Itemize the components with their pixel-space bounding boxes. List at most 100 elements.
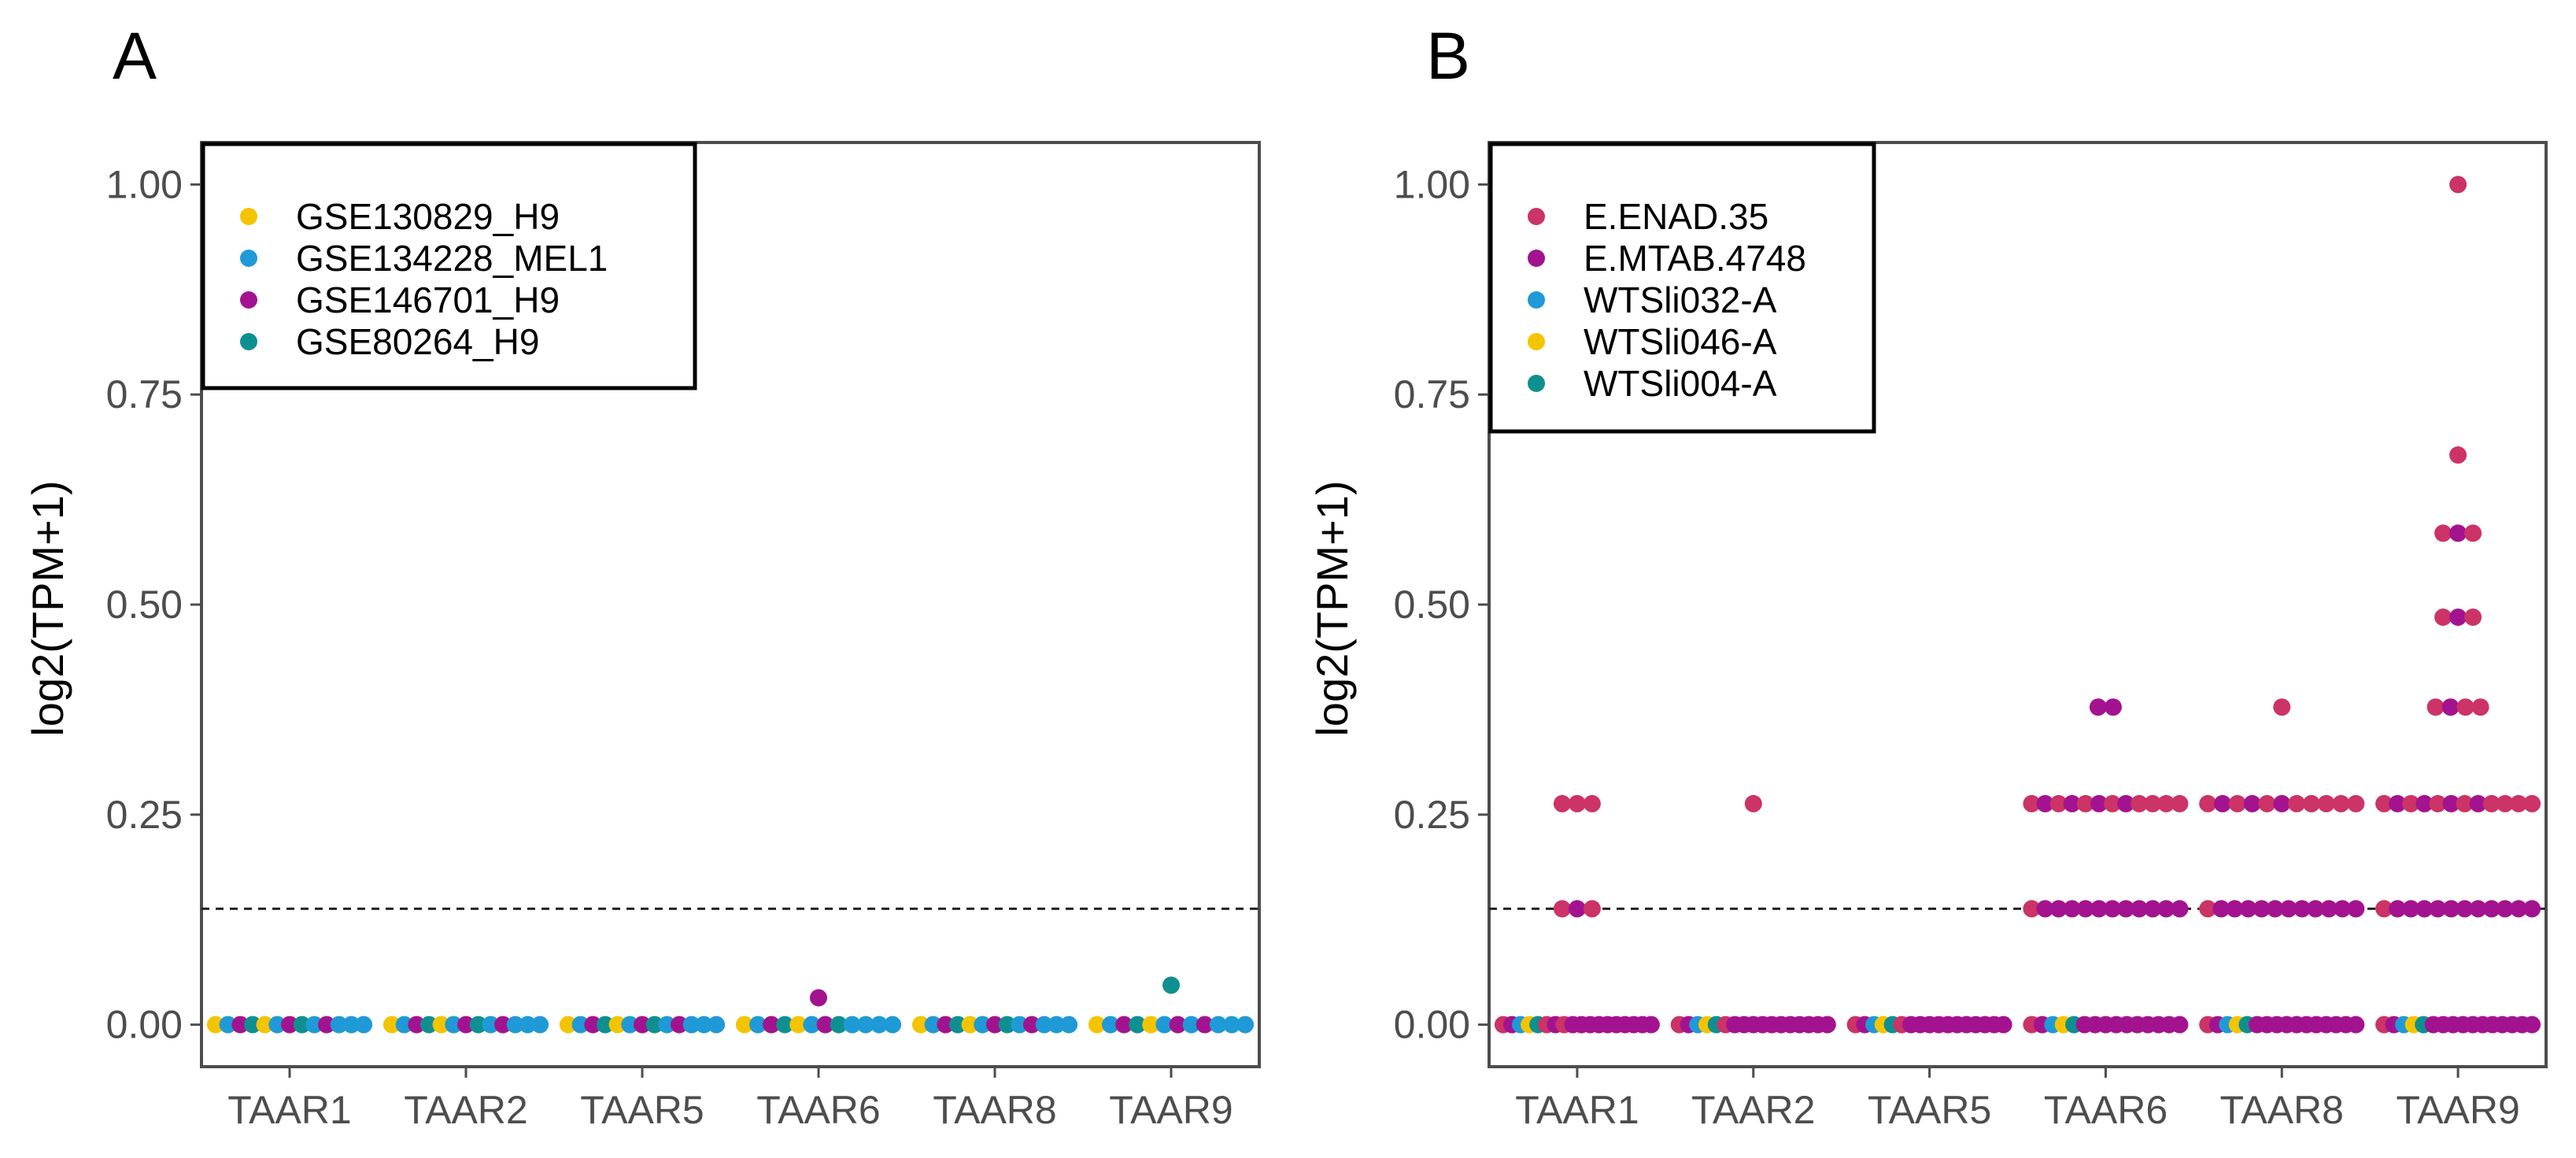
data-point: [1023, 1016, 1040, 1034]
data-point: [2402, 794, 2420, 812]
x-tick-label-taar1: TAAR1: [1515, 1088, 1639, 1132]
data-point: [2023, 794, 2041, 812]
panel-a-label: A: [113, 19, 157, 93]
data-point: [1011, 1016, 1029, 1034]
data-point: [420, 1016, 438, 1034]
data-point: [776, 1016, 794, 1034]
legend-marker: [1528, 375, 1545, 392]
data-point: [293, 1016, 311, 1034]
data-point: [395, 1016, 413, 1034]
data-point: [2104, 900, 2121, 918]
data-point: [2482, 794, 2500, 812]
data-point: [244, 1016, 261, 1034]
data-point: [884, 1016, 902, 1034]
data-points: [1494, 176, 2541, 1034]
data-point: [2442, 900, 2460, 918]
data-point: [2307, 900, 2324, 918]
data-point: [634, 1016, 651, 1034]
data-point: [1115, 1016, 1133, 1034]
data-point: [2171, 1016, 2189, 1034]
x-tick-label-taar2: TAAR2: [1691, 1088, 1815, 1132]
data-point: [2434, 524, 2452, 542]
data-point: [2104, 794, 2121, 812]
data-point: [2023, 900, 2041, 918]
legend-marker: [240, 250, 257, 267]
data-point: [2510, 900, 2527, 918]
data-point: [2171, 794, 2189, 812]
data-point: [2288, 794, 2306, 812]
data-point: [2266, 900, 2284, 918]
y-tick-label: 0.75: [1394, 372, 1470, 416]
data-point: [268, 1016, 286, 1034]
data-point: [1209, 1016, 1227, 1034]
panel-a-legend: GSE130829_H9GSE134228_MEL1GSE146701_H9GS…: [201, 142, 697, 390]
data-point: [2523, 1016, 2541, 1034]
panel-b: B log2(TPM+1) 0.00 0.25 0.50 0.75 1.00 TAAR1 T…: [1307, 19, 2548, 1132]
data-point: [342, 1016, 360, 1034]
data-point: [2214, 794, 2231, 812]
data-point: [1088, 1016, 1106, 1034]
panel-a: A log2(TPM+1) 0.00 0.25 0.50 0.75 1.00 TAAR1 T…: [23, 19, 1261, 1132]
data-point: [1553, 900, 1571, 918]
data-point: [2273, 698, 2291, 716]
legend-entry: GSE130829_H9: [296, 196, 560, 237]
data-point: [1568, 900, 1586, 918]
data-point: [2171, 900, 2189, 918]
data-point: [2449, 446, 2467, 464]
data-point: [2131, 900, 2149, 918]
data-point: [1994, 1016, 2012, 1034]
data-point: [231, 1016, 249, 1034]
legend-marker: [240, 333, 257, 350]
data-point: [2456, 794, 2474, 812]
data-point: [2076, 794, 2094, 812]
data-point: [949, 1016, 966, 1034]
panel-b-label: B: [1426, 19, 1470, 93]
data-point: [2332, 794, 2350, 812]
data-point: [2157, 900, 2175, 918]
data-point: [432, 1016, 450, 1034]
data-point: [816, 1016, 834, 1034]
data-point: [1196, 1016, 1214, 1034]
data-point: [1568, 794, 1586, 812]
legend-entry: GSE80264_H9: [296, 321, 539, 362]
data-point: [1169, 1016, 1187, 1034]
data-point: [1102, 1016, 1119, 1034]
data-point: [789, 1016, 808, 1034]
data-point: [682, 1016, 700, 1034]
data-point: [2228, 794, 2246, 812]
x-tick-label-taar6: TAAR6: [756, 1088, 880, 1132]
data-point: [494, 1016, 512, 1034]
panel-a-y-axis-label: log2(TPM+1): [23, 480, 72, 736]
data-point: [597, 1016, 614, 1034]
data-point: [810, 989, 827, 1007]
data-point: [2157, 794, 2175, 812]
x-tick-label-taar5: TAAR5: [580, 1088, 704, 1132]
data-point: [2456, 698, 2474, 716]
data-point: [330, 1016, 348, 1034]
data-point: [318, 1016, 335, 1034]
data-point: [571, 1016, 589, 1034]
data-point: [2226, 900, 2244, 918]
data-point: [1142, 1016, 1160, 1034]
data-point: [2273, 794, 2291, 812]
data-point: [2320, 900, 2338, 918]
data-point: [2131, 794, 2149, 812]
data-point: [1553, 794, 1571, 812]
data-point: [469, 1016, 487, 1034]
data-point: [2434, 609, 2452, 626]
data-point: [924, 1016, 942, 1034]
x-tick-label-taar6: TAAR6: [2044, 1088, 2168, 1132]
data-point: [1155, 1016, 1173, 1034]
y-tick-label: 0.00: [106, 1003, 183, 1047]
data-point: [2415, 900, 2434, 918]
y-tick-label: 0.75: [106, 372, 183, 416]
data-point: [2510, 794, 2527, 812]
data-point: [2117, 900, 2135, 918]
data-point: [206, 1016, 224, 1034]
data-point: [1060, 1016, 1078, 1034]
data-point: [1162, 976, 1180, 994]
data-point: [408, 1016, 426, 1034]
data-point: [2279, 900, 2297, 918]
data-point: [1048, 1016, 1066, 1034]
data-point: [2375, 900, 2393, 918]
